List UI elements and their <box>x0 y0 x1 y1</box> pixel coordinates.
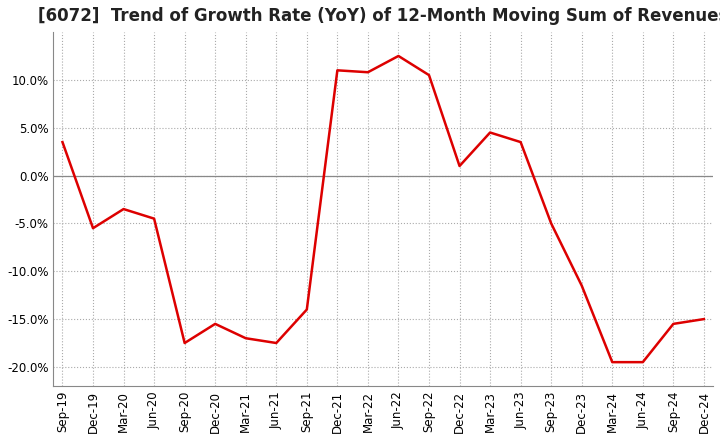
Title: [6072]  Trend of Growth Rate (YoY) of 12-Month Moving Sum of Revenues: [6072] Trend of Growth Rate (YoY) of 12-… <box>38 7 720 25</box>
